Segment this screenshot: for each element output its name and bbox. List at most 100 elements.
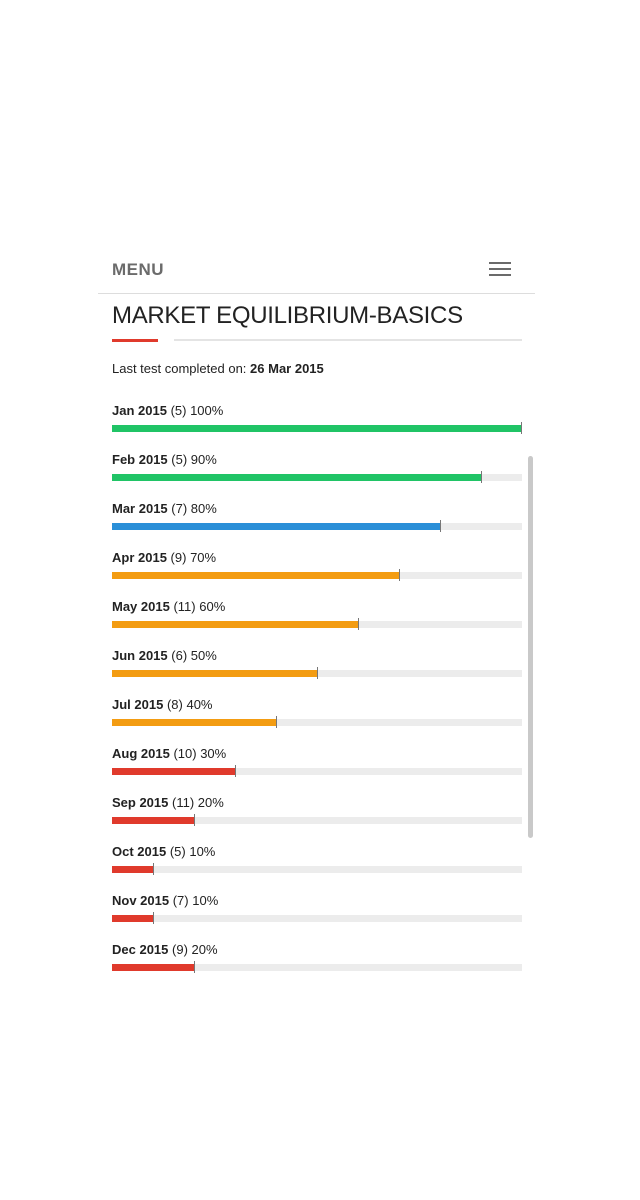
result-row: May 2015 (11) 60% xyxy=(112,597,522,646)
progress-track xyxy=(112,863,522,875)
result-label: Nov 2015 (7) 10% xyxy=(112,893,218,908)
progress-fill xyxy=(112,621,358,628)
result-row: Jul 2015 (8) 40% xyxy=(112,695,522,744)
result-percent: 80% xyxy=(190,501,217,516)
progress-track xyxy=(112,912,522,924)
scrollbar[interactable] xyxy=(528,456,533,838)
result-month: Mar 2015 xyxy=(112,501,168,516)
title-accent-rule xyxy=(112,339,158,342)
progress-track xyxy=(112,422,522,434)
result-percent: 50% xyxy=(190,648,217,663)
progress-fill xyxy=(112,866,153,873)
result-month: Dec 2015 xyxy=(112,942,169,957)
result-count: (9) xyxy=(170,550,187,565)
result-count: (7) xyxy=(172,893,189,908)
result-percent: 10% xyxy=(189,844,216,859)
progress-fill xyxy=(112,474,481,481)
result-row: Nov 2015 (7) 10% xyxy=(112,891,522,940)
last-test-prefix: Last test completed on: xyxy=(112,361,247,376)
result-percent: 100% xyxy=(190,403,224,418)
progress-track xyxy=(112,569,522,581)
progress-track xyxy=(112,520,522,532)
result-month: Feb 2015 xyxy=(112,452,168,467)
result-count: (5) xyxy=(171,452,188,467)
result-row: Apr 2015 (9) 70% xyxy=(112,548,522,597)
progress-fill xyxy=(112,915,153,922)
result-count: (5) xyxy=(170,403,187,418)
result-month: May 2015 xyxy=(112,599,170,614)
result-percent: 70% xyxy=(190,550,217,565)
progress-marker xyxy=(521,422,522,434)
menu-bar: MENU xyxy=(98,250,535,294)
progress-marker xyxy=(194,814,195,826)
progress-fill xyxy=(112,425,522,432)
progress-fill xyxy=(112,964,194,971)
progress-marker xyxy=(153,912,154,924)
result-label: May 2015 (11) 60% xyxy=(112,599,225,614)
progress-fill xyxy=(112,670,317,677)
result-label: Apr 2015 (9) 70% xyxy=(112,550,216,565)
result-row: Jun 2015 (6) 50% xyxy=(112,646,522,695)
progress-track xyxy=(112,471,522,483)
result-row: Aug 2015 (10) 30% xyxy=(112,744,522,793)
progress-fill xyxy=(112,572,399,579)
result-row: Jan 2015 (5) 100% xyxy=(112,401,522,450)
progress-marker xyxy=(481,471,482,483)
result-row: Dec 2015 (9) 20% xyxy=(112,940,522,989)
progress-marker xyxy=(399,569,400,581)
result-row: Oct 2015 (5) 10% xyxy=(112,842,522,891)
result-count: (10) xyxy=(173,746,197,761)
results-panel: MENU MARKET EQUILIBRIUM-BASICS Last test… xyxy=(98,250,535,990)
progress-fill xyxy=(112,719,276,726)
last-test-info: Last test completed on: 26 Mar 2015 xyxy=(112,361,324,376)
progress-marker xyxy=(276,716,277,728)
result-month: Aug 2015 xyxy=(112,746,170,761)
result-percent: 60% xyxy=(199,599,226,614)
result-label: Feb 2015 (5) 90% xyxy=(112,452,217,467)
result-count: (7) xyxy=(171,501,188,516)
progress-track xyxy=(112,618,522,630)
result-month: Jan 2015 xyxy=(112,403,167,418)
result-percent: 20% xyxy=(191,942,218,957)
title-divider xyxy=(174,339,522,341)
progress-fill xyxy=(112,523,440,530)
result-count: (5) xyxy=(169,844,186,859)
progress-marker xyxy=(440,520,441,532)
result-label: Sep 2015 (11) 20% xyxy=(112,795,224,810)
progress-track xyxy=(112,814,522,826)
progress-track xyxy=(112,961,522,973)
result-row: Mar 2015 (7) 80% xyxy=(112,499,522,548)
result-count: (8) xyxy=(166,697,183,712)
progress-marker xyxy=(317,667,318,679)
result-row: Feb 2015 (5) 90% xyxy=(112,450,522,499)
result-month: Oct 2015 xyxy=(112,844,167,859)
result-month: Jul 2015 xyxy=(112,697,164,712)
result-label: Jun 2015 (6) 50% xyxy=(112,648,217,663)
progress-marker xyxy=(153,863,154,875)
result-label: Aug 2015 (10) 30% xyxy=(112,746,226,761)
progress-fill xyxy=(112,768,235,775)
result-count: (9) xyxy=(172,942,188,957)
result-count: (6) xyxy=(171,648,188,663)
result-label: Jan 2015 (5) 100% xyxy=(112,403,223,418)
result-row: Sep 2015 (11) 20% xyxy=(112,793,522,842)
page-title: MARKET EQUILIBRIUM-BASICS xyxy=(112,302,463,329)
result-percent: 20% xyxy=(197,795,224,810)
results-list: Jan 2015 (5) 100% Feb 2015 (5) 90% Mar 201… xyxy=(112,401,522,989)
result-percent: 10% xyxy=(192,893,219,908)
result-month: Nov 2015 xyxy=(112,893,170,908)
result-count: (11) xyxy=(172,795,195,810)
hamburger-menu-icon[interactable] xyxy=(489,262,511,278)
result-percent: 40% xyxy=(186,697,213,712)
result-label: Oct 2015 (5) 10% xyxy=(112,844,215,859)
progress-fill xyxy=(112,817,194,824)
progress-marker xyxy=(235,765,236,777)
result-label: Jul 2015 (8) 40% xyxy=(112,697,213,712)
progress-marker xyxy=(194,961,195,973)
result-month: Apr 2015 xyxy=(112,550,167,565)
result-label: Mar 2015 (7) 80% xyxy=(112,501,217,516)
menu-label[interactable]: MENU xyxy=(112,260,165,279)
result-month: Jun 2015 xyxy=(112,648,168,663)
progress-track xyxy=(112,667,522,679)
result-month: Sep 2015 xyxy=(112,795,169,810)
